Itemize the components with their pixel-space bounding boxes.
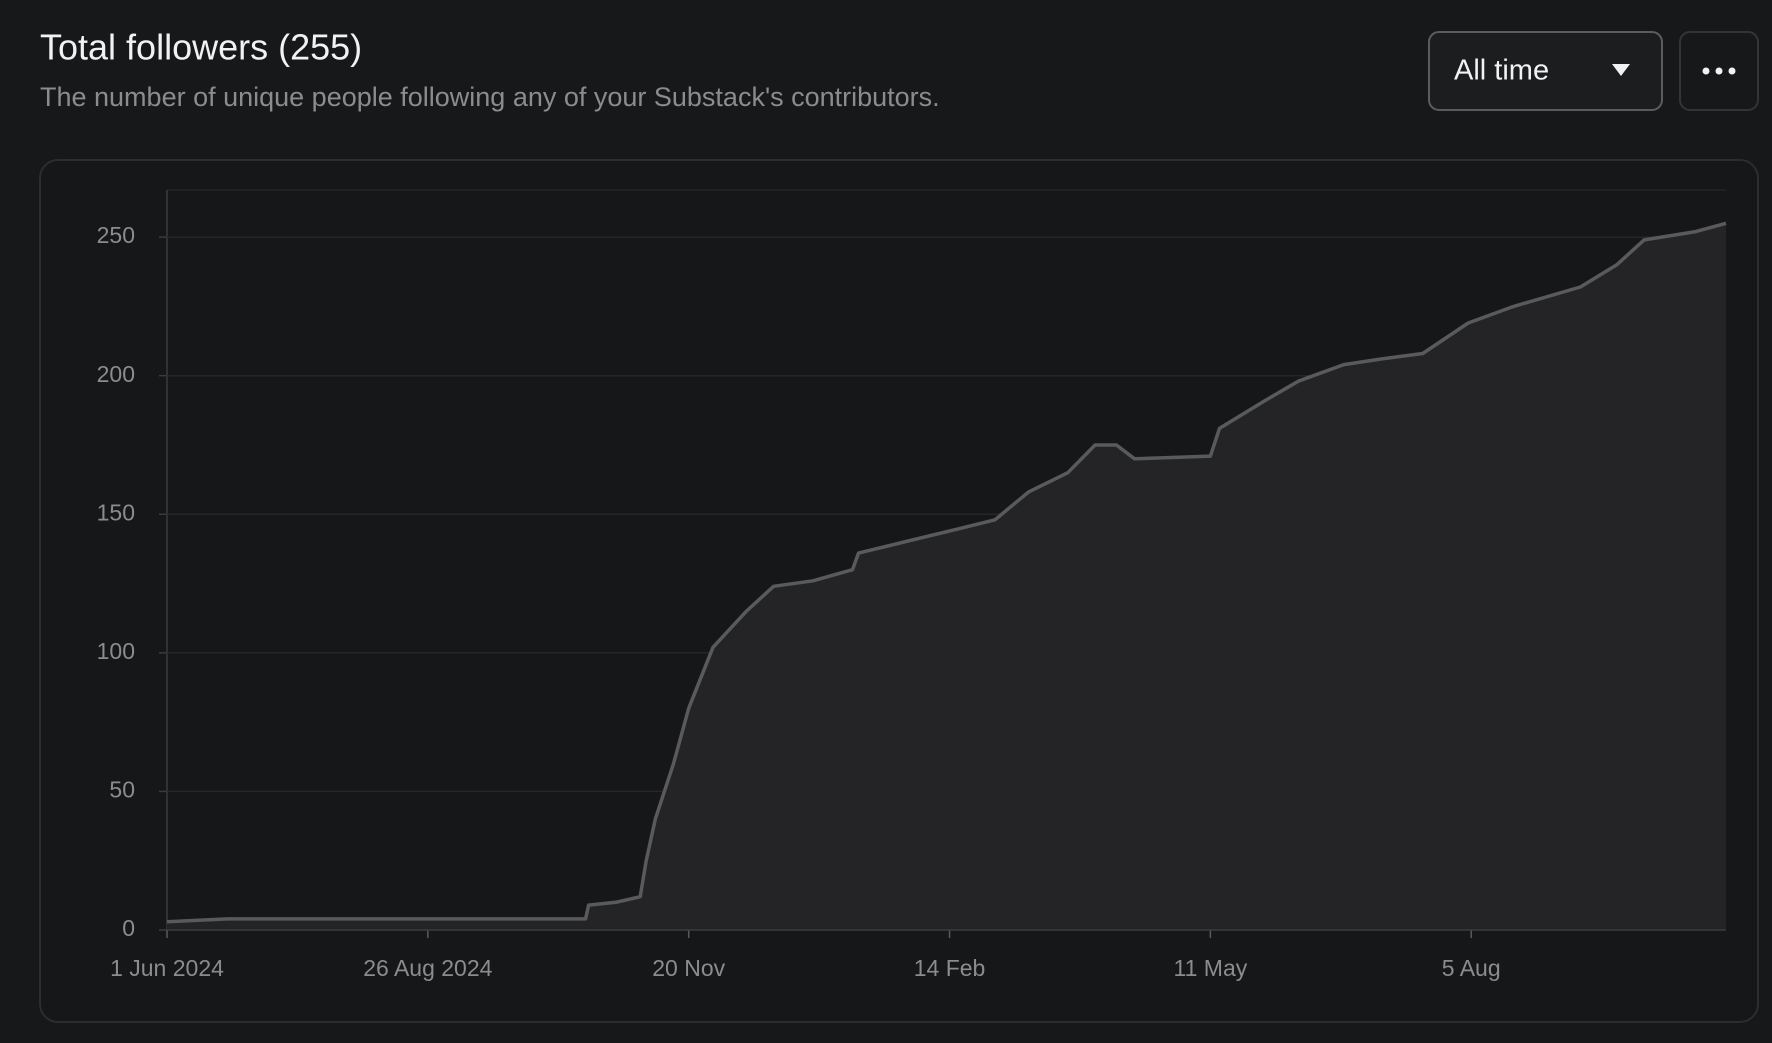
area-fill <box>167 223 1726 931</box>
title: Total followers (255) <box>40 27 362 68</box>
x-tick-label: 1 Jun 2024 <box>110 955 224 981</box>
dot <box>1728 67 1736 75</box>
x-tick-label: 26 Aug 2024 <box>363 955 492 981</box>
dot <box>1702 67 1710 75</box>
x-tick-label: 5 Aug <box>1442 955 1501 981</box>
dropdown-arrow <box>1612 64 1630 76</box>
range-dropdown[interactable] <box>1428 31 1663 111</box>
x-tick-label: 20 Nov <box>652 955 725 981</box>
line <box>166 221 1727 924</box>
y-tick-label: 0 <box>122 915 135 941</box>
y-tick-label: 200 <box>97 361 135 387</box>
dot <box>1715 67 1723 75</box>
x-tick-label: 14 Feb <box>914 955 986 981</box>
y-tick-label: 250 <box>97 222 135 248</box>
y-tick-label: 50 <box>109 777 135 803</box>
plot: 0 50 100 150 200 250 1 Jun 2024 26 Aug 2024 20 N… <box>97 189 1727 981</box>
y-tick-label: 150 <box>97 499 135 525</box>
x-tick-label: 11 May <box>1174 955 1248 981</box>
subtitle: The number of unique people following an… <box>40 82 940 112</box>
range-label: All time <box>1454 55 1549 87</box>
y-tick-label: 100 <box>97 638 135 664</box>
